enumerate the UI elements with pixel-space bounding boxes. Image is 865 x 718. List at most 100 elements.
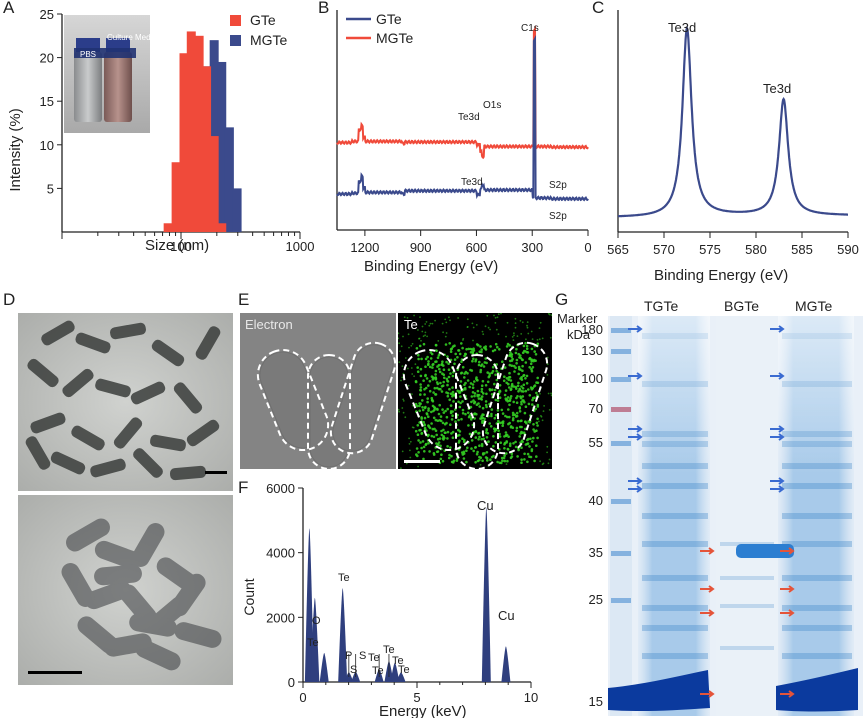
- te-signal-dot: [398, 410, 400, 413]
- te-signal-dot: [458, 405, 462, 409]
- panel-letter-g: G: [555, 290, 569, 309]
- te-signal-dot: [538, 327, 541, 329]
- te-signal-dot: [471, 322, 474, 325]
- te-signal-dot: [464, 381, 467, 385]
- te-signal-dot: [485, 451, 489, 454]
- te-signal-dot: [530, 449, 534, 453]
- te-signal-dot: [424, 405, 427, 409]
- te-signal-dot: [447, 456, 451, 460]
- te-signal-dot: [411, 373, 414, 375]
- te-signal-dot: [535, 455, 538, 458]
- te-signal-dot: [445, 415, 449, 419]
- te-signal-dot: [432, 416, 436, 420]
- te-signal-dot: [421, 330, 424, 333]
- te-signal-dot: [450, 347, 454, 350]
- te-signal-dot: [489, 458, 492, 461]
- te-signal-dot: [484, 357, 487, 360]
- te-signal-dot: [501, 421, 504, 424]
- te-signal-dot: [417, 353, 420, 357]
- te-signal-dot: [498, 384, 502, 387]
- te-signal-dot: [440, 429, 443, 433]
- te-signal-dot: [453, 344, 456, 347]
- te-signal-dot: [516, 384, 520, 388]
- te-signal-dot: [503, 454, 506, 457]
- te-signal-dot: [428, 450, 431, 453]
- te-signal-dot: [406, 317, 409, 319]
- te-signal-dot: [523, 452, 526, 456]
- te-signal-dot: [490, 412, 493, 416]
- legend-label-gte: GTe: [250, 12, 276, 28]
- te-signal-dot: [431, 404, 435, 408]
- te-signal-dot: [492, 444, 495, 448]
- te-signal-dot: [507, 376, 511, 379]
- te-signal-dot: [483, 417, 486, 421]
- te-signal-dot: [520, 402, 523, 406]
- te-signal-dot: [434, 344, 438, 347]
- te-signal-dot: [475, 403, 479, 406]
- te-signal-dot: [403, 316, 406, 319]
- te-signal-dot: [536, 436, 539, 440]
- te-signal-dot: [415, 347, 419, 350]
- te-signal-dot: [445, 321, 448, 324]
- te-signal-dot: [423, 423, 426, 427]
- te-signal-dot: [487, 326, 490, 329]
- te-signal-dot: [447, 362, 450, 365]
- te-signal-dot: [465, 460, 468, 464]
- te-signal-dot: [535, 444, 538, 447]
- te-signal-dot: [509, 379, 513, 382]
- te-signal-dot: [476, 389, 480, 393]
- te-signal-dot: [480, 384, 484, 387]
- te-signal-dot: [407, 367, 409, 370]
- te-signal-dot: [448, 387, 451, 391]
- te-signal-dot: [476, 459, 480, 463]
- te-signal-dot: [532, 436, 535, 440]
- bgte-band: [720, 576, 774, 580]
- te-signal-dot: [419, 374, 423, 378]
- te-signal-dot: [462, 339, 464, 341]
- te-signal-dot: [452, 459, 456, 463]
- bgte-band: [720, 604, 774, 608]
- te-signal-dot: [418, 344, 422, 348]
- te-signal-dot: [435, 433, 438, 437]
- te-signal-dot: [481, 459, 484, 462]
- nanorod: [84, 580, 132, 610]
- te-signal-dot: [401, 450, 404, 453]
- te-signal-dot: [411, 393, 413, 395]
- te-signal-dot: [525, 421, 528, 425]
- te-signal-dot: [495, 369, 498, 373]
- te-signal-dot: [517, 365, 521, 369]
- te-signal-dot: [434, 319, 436, 322]
- te-signal-dot: [446, 430, 450, 434]
- te-signal-dot: [424, 374, 427, 378]
- te-signal-dot: [427, 424, 430, 427]
- te-signal-dot: [547, 392, 550, 395]
- te-signal-dot: [503, 393, 507, 397]
- label-te3d-bottom: Te3d: [461, 177, 483, 188]
- lane-label-mgte: MGTe: [795, 298, 833, 314]
- te-signal-dot: [476, 450, 479, 454]
- te-signal-dot: [506, 342, 510, 346]
- te-signal-dot: [531, 398, 534, 402]
- marker-unit: kDa: [567, 327, 591, 342]
- te-signal-dot: [444, 409, 447, 413]
- te-signal-dot: [438, 370, 442, 374]
- te-signal-dot: [530, 330, 533, 333]
- te-signal-dot: [531, 403, 534, 406]
- te-signal-dot: [534, 359, 537, 362]
- marker-kda-180: 180: [581, 322, 603, 337]
- te-signal-dot: [543, 405, 545, 407]
- te-signal-dot: [437, 363, 441, 367]
- te-signal-dot: [546, 445, 549, 448]
- te-signal-dot: [473, 392, 477, 395]
- te-signal-dot: [439, 457, 443, 461]
- te-signal-dot: [428, 324, 431, 327]
- te-signal-dot: [471, 383, 475, 386]
- te-signal-dot: [471, 386, 475, 389]
- te-signal-dot: [399, 350, 401, 353]
- te-signal-dot: [418, 402, 421, 405]
- nanorod: [66, 518, 110, 552]
- te-signal-dot: [467, 424, 470, 427]
- te-signal-dot: [439, 444, 442, 448]
- te-signal-dot: [485, 392, 488, 396]
- te-signal-dot: [481, 379, 485, 383]
